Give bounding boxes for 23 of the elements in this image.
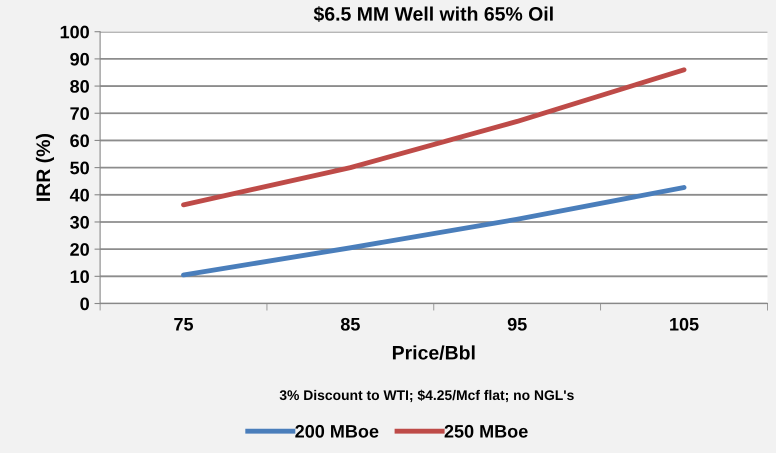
y-tick-label: 60 [70,134,89,148]
y-tick-label: 100 [60,26,89,38]
x-tick-label: 105 [670,318,699,331]
y-tick-label: 70 [70,107,89,120]
chart-title: $6.5 MM Well with 65% Oil [314,6,553,22]
y-tick-label: 30 [70,216,89,229]
y-tick-label: 80 [70,80,89,93]
x-tick-label: 75 [174,318,194,331]
legend-label: 250 MBoe [444,424,528,438]
legend-label: 200 MBoe [295,424,378,438]
line-series [181,67,686,208]
y-tick-label: 10 [70,270,89,284]
x-tick-label: 85 [340,318,360,331]
y-tick-label: 50 [70,162,89,174]
y-tick-label: 40 [70,188,89,202]
y-tick-label: 0 [80,297,89,310]
y-tick-label: 20 [70,243,89,256]
y-axis-title: IRR (%) [36,134,54,201]
y-tick-label: 90 [70,52,89,66]
x-axis-title: Price/Bbl [392,345,475,360]
text: 3% Discount to WTI; $4.25/Mcf flat; no NGL's [280,390,574,402]
x-tick-label: 95 [508,318,527,331]
line-series [181,185,686,278]
